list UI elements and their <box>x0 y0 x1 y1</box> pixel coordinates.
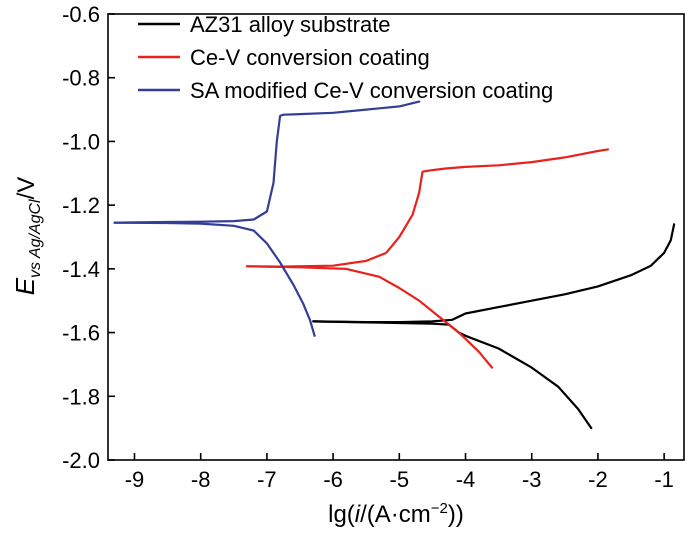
x-tick-label: -8 <box>191 467 211 492</box>
y-axis-ticks: -2.0 -1.8 -1.6 -1.4 -1.2 -1.0 -0.8 -0.6 <box>62 2 115 473</box>
y-tick-label: -0.6 <box>62 2 100 27</box>
y-tick-label: -1.8 <box>62 384 100 409</box>
x-tick-label: -6 <box>323 467 343 492</box>
x-tick-label: -1 <box>654 467 674 492</box>
x-tick-label: -9 <box>125 467 145 492</box>
y-tick-label: -2.0 <box>62 448 100 473</box>
x-tick-label: -3 <box>522 467 542 492</box>
y-tick-label: -1.2 <box>62 193 100 218</box>
x-tick-label: -7 <box>257 467 277 492</box>
series-2-anodic-curve <box>113 100 421 224</box>
x-tick-label: -4 <box>456 467 476 492</box>
series-2-cathodic-curve <box>113 221 316 337</box>
series-curves <box>113 100 676 430</box>
y-tick-label: -1.6 <box>62 321 100 346</box>
x-tick-label: -5 <box>390 467 410 492</box>
y-tick-label: -0.8 <box>62 66 100 91</box>
legend-label: SA modified Ce-V conversion coating <box>190 78 553 103</box>
x-tick-label: -2 <box>588 467 608 492</box>
y-tick-label: -1.4 <box>62 257 100 282</box>
x-axis-ticks: -9 -8 -7 -6 -5 -4 -3 -2 -1 <box>125 453 674 492</box>
y-tick-label: -1.0 <box>62 129 100 154</box>
plot-frame <box>107 13 685 461</box>
y-axis-title: Evs Ag/AgCl/V <box>10 177 44 296</box>
series-0-anodic-curve <box>312 223 676 324</box>
series-1-cathodic-curve <box>245 265 494 369</box>
legend-label: AZ31 alloy substrate <box>190 12 391 37</box>
legend: AZ31 alloy substrate Ce-V conversion coat… <box>138 12 553 103</box>
legend-label: Ce-V conversion coating <box>190 45 430 70</box>
x-axis-title: lg(i/(A·cm−2)) <box>328 500 464 528</box>
series-1-anodic-curve <box>245 148 609 268</box>
series-0-cathodic-curve <box>312 320 593 430</box>
